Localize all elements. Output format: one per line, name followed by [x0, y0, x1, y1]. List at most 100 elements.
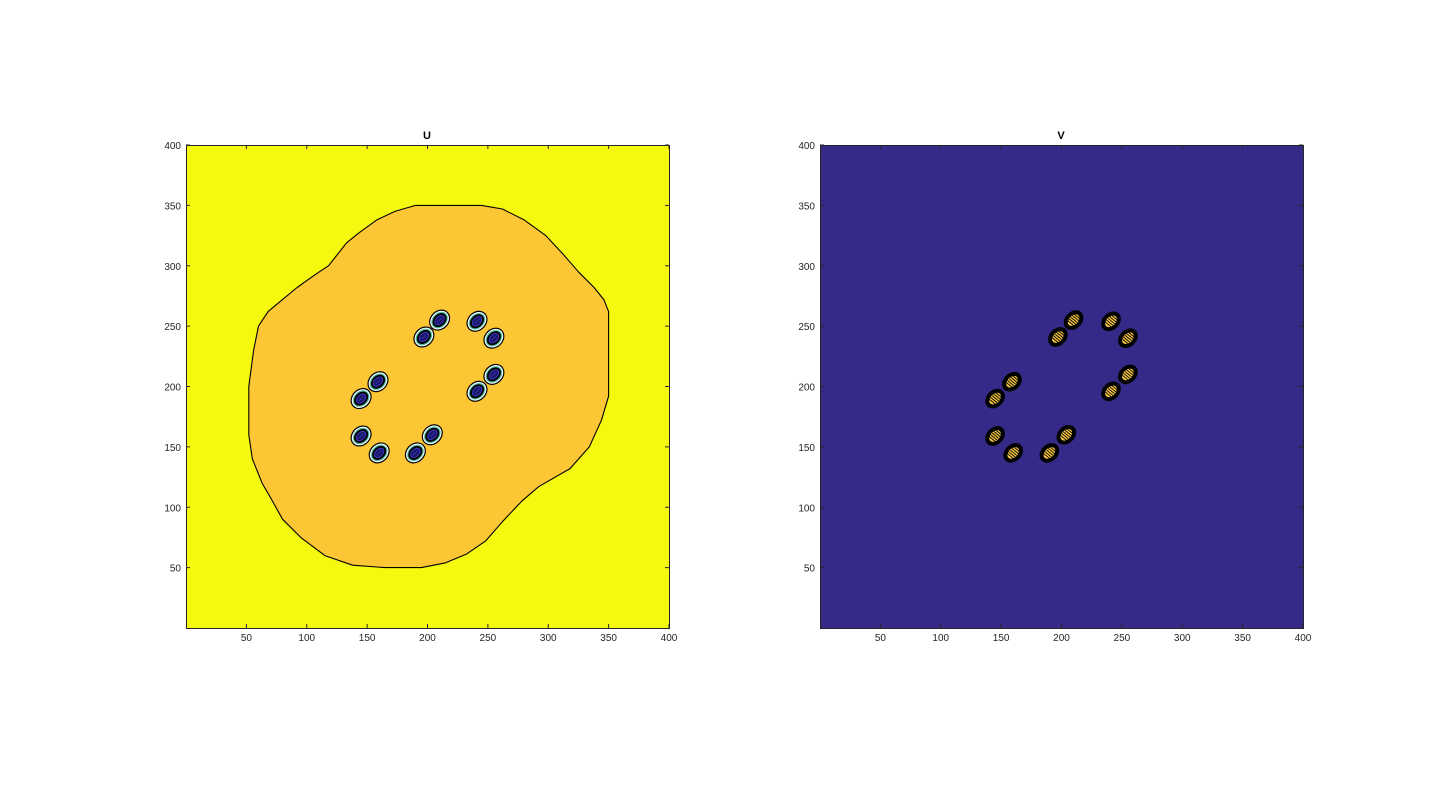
- spot-stripe: [1110, 384, 1119, 391]
- spot-stripe: [1057, 330, 1065, 337]
- spot-stripe: [1059, 434, 1067, 441]
- spot-stripe: [1106, 389, 1114, 396]
- spot-stripe: [1010, 376, 1018, 383]
- panel-title-v: V: [1057, 130, 1065, 142]
- x-tick-label: 150: [993, 633, 1010, 644]
- x-tick-label: 100: [298, 633, 315, 644]
- spot-6: [1002, 371, 1022, 392]
- spot-stripe: [1061, 433, 1069, 440]
- contour-region: [248, 204, 610, 569]
- spot-stripe: [1006, 452, 1014, 459]
- spot-9: [368, 442, 390, 464]
- spot-stripe: [1073, 313, 1081, 320]
- spot-stripe: [991, 395, 999, 402]
- x-tick-label: 250: [480, 633, 497, 644]
- spot-contour-line: [474, 388, 480, 395]
- spot-stripe: [991, 432, 999, 439]
- x-axis-v: 50 100 150 200 250 300 350 400: [875, 145, 1312, 644]
- spot-contour-line: [376, 450, 382, 456]
- y-tick-label: 200: [798, 383, 815, 394]
- spot-contour-line: [358, 433, 364, 439]
- spot-stripe: [1042, 452, 1050, 459]
- spot-stripe: [1121, 374, 1129, 381]
- spot-stripe: [1068, 318, 1076, 325]
- spot-stripe: [1066, 428, 1074, 435]
- spot-2: [466, 310, 488, 332]
- spot-stripe: [1051, 336, 1059, 344]
- spot-stripe: [1067, 320, 1075, 327]
- y-tick-label: 150: [164, 443, 181, 454]
- x-tick-label: 50: [875, 633, 887, 644]
- spot-stripe: [1011, 375, 1020, 382]
- spot-2: [1101, 311, 1121, 332]
- spot-stripe: [1063, 431, 1071, 438]
- spot-stripe: [1126, 369, 1134, 376]
- spot-stripe: [1046, 449, 1054, 456]
- y-tick-label: 250: [164, 322, 181, 333]
- plot-area-v: [820, 145, 1303, 628]
- x-tick-label: 200: [419, 633, 436, 644]
- spot-stripe: [1053, 335, 1061, 342]
- spot-stripe: [1008, 378, 1016, 385]
- spot-4: [1118, 364, 1138, 385]
- spot-contour-line: [491, 335, 497, 341]
- spot-3: [483, 327, 505, 349]
- spot-stripe: [993, 431, 1001, 438]
- spot-contour-line: [429, 432, 436, 438]
- spot-stripe: [1104, 321, 1112, 328]
- y-axis-u: 50 100 150 200 250 300 350 400: [164, 141, 669, 575]
- spot-3: [1118, 328, 1138, 349]
- spot-stripe: [1107, 387, 1115, 395]
- spot-stripe: [1056, 332, 1064, 339]
- x-tick-label: 200: [1053, 633, 1070, 644]
- y-tick-label: 300: [798, 262, 815, 273]
- spot-contour-line: [375, 378, 381, 385]
- x-tick-label: 400: [661, 633, 678, 644]
- spot-stripe: [1126, 333, 1134, 340]
- spot-stripe: [990, 434, 998, 441]
- plot-area-u: [186, 145, 669, 628]
- y-tick-label: 50: [170, 564, 182, 575]
- spot-stripe: [1011, 447, 1019, 455]
- spot-1: [1048, 327, 1068, 347]
- spot-stripe: [1047, 447, 1055, 455]
- spot-5: [1101, 381, 1121, 402]
- spot-stripe: [1106, 319, 1114, 326]
- x-tick-label: 400: [1295, 633, 1312, 644]
- x-tick-label: 250: [1114, 633, 1131, 644]
- spot-8: [985, 426, 1005, 446]
- spot-stripe: [1123, 372, 1131, 379]
- spot-stripe: [993, 393, 1001, 400]
- spot-11: [1056, 424, 1077, 445]
- spot-0: [1063, 310, 1084, 330]
- x-tick-label: 50: [241, 633, 253, 644]
- spot-stripe: [1064, 429, 1072, 436]
- spot-11: [421, 424, 443, 446]
- spot-stripe: [995, 392, 1003, 399]
- spot-stripe: [995, 429, 1003, 436]
- y-axis-v: 50 100 150 200 250 300 350 400: [798, 141, 1303, 575]
- spot-6: [367, 371, 389, 393]
- y-tick-label: 100: [798, 503, 815, 514]
- spot-1: [413, 326, 435, 348]
- y-tick-label: 50: [804, 564, 816, 575]
- spot-stripe: [1049, 446, 1057, 453]
- spot-contour-line: [412, 450, 419, 456]
- spot-stripe: [1107, 317, 1115, 325]
- y-tick-label: 150: [798, 443, 815, 454]
- spot-stripe: [1104, 391, 1112, 398]
- spot-stripe: [1007, 380, 1015, 387]
- panel-title-u: U: [423, 130, 431, 142]
- spot-stripe: [1044, 451, 1052, 458]
- spot-stripe: [1109, 386, 1117, 393]
- y-tick-label: 350: [164, 201, 181, 212]
- spot-stripe: [990, 396, 998, 403]
- spot-stripe: [1127, 331, 1135, 338]
- spot-stripe: [1109, 316, 1117, 323]
- x-tick-label: 150: [359, 633, 376, 644]
- spot-10: [404, 442, 426, 464]
- y-tick-label: 400: [164, 141, 181, 152]
- spot-contour-line: [491, 371, 497, 378]
- x-tick-label: 300: [1174, 633, 1191, 644]
